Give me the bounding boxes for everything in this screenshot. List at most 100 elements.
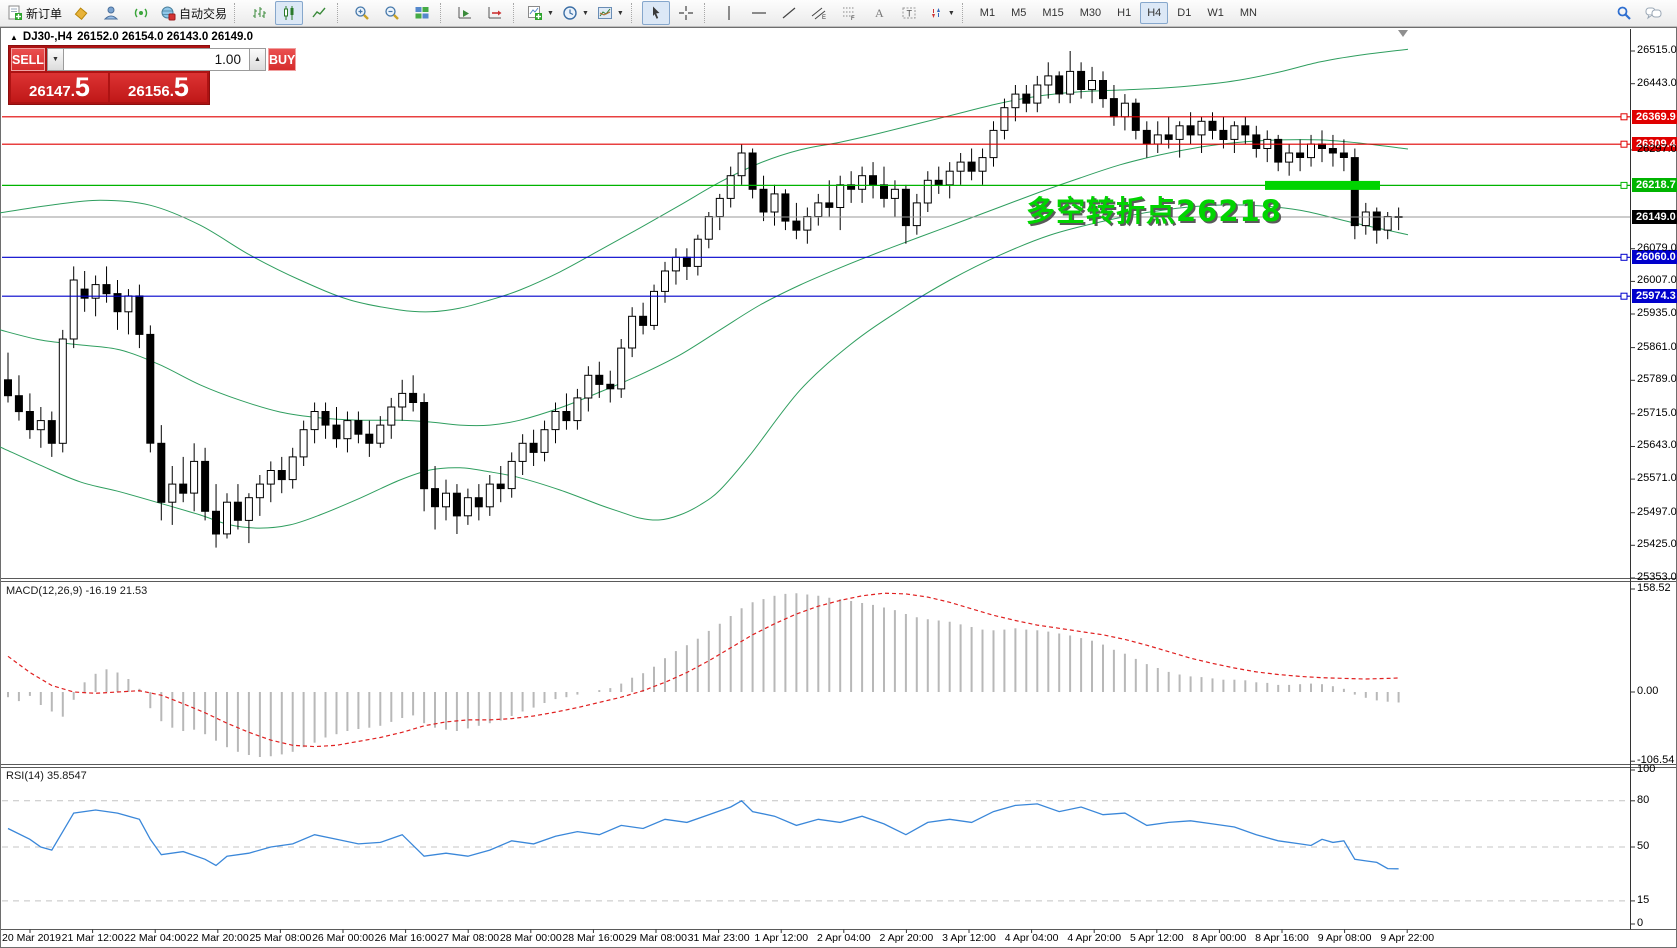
svg-text:F: F: [851, 16, 855, 21]
dropdown-caret-icon: ▼: [947, 9, 955, 17]
new-order-label: 新订单: [26, 6, 63, 21]
toolbar-separator: [630, 3, 637, 23]
volume-stepper: ▼ ▲: [46, 48, 266, 71]
tf-button-m1[interactable]: M1: [979, 7, 996, 19]
macd-pane: [7, 588, 1635, 762]
horizontal-line-button[interactable]: [745, 1, 773, 25]
add-indicator-icon: [528, 6, 543, 20]
auto-scroll-icon: [458, 7, 472, 19]
new-order-button[interactable]: 新订单: [4, 1, 65, 25]
tile-windows-button[interactable]: [408, 1, 436, 25]
line-chart-button[interactable]: [305, 1, 333, 25]
toolbar-separator: [513, 3, 519, 23]
metaeditor-button[interactable]: [67, 1, 95, 25]
trendline-button[interactable]: [775, 1, 803, 25]
candlestick-chart-button[interactable]: [275, 1, 304, 25]
vertical-line-button[interactable]: [715, 1, 743, 25]
volume-increase-button[interactable]: ▲: [248, 48, 266, 71]
macd-label: MACD(12,26,9) -16.19 21.53: [6, 585, 148, 597]
periods-button[interactable]: ▼: [559, 1, 592, 25]
symbol-period-label: DJ30-,H4: [22, 31, 73, 43]
profiles-button[interactable]: [97, 1, 125, 25]
volume-input[interactable]: [63, 48, 249, 71]
text-icon: A: [875, 6, 884, 20]
trendline-icon: [782, 7, 796, 19]
toolbar-separator: [961, 3, 968, 23]
highlight-trend-segment[interactable]: [1265, 180, 1380, 190]
new-order-icon: [8, 5, 22, 20]
signal-icon: [134, 8, 148, 18]
search-button[interactable]: [1610, 1, 1638, 25]
bar-chart-icon: [253, 7, 267, 18]
rsi-label: RSI(14) 35.8547: [6, 770, 87, 782]
text-label-button[interactable]: T: [895, 1, 923, 25]
bar-chart-button[interactable]: [245, 1, 273, 25]
arrows-icon: [931, 8, 940, 18]
arrows-button[interactable]: ▼: [925, 1, 958, 25]
timeframe-toolbar: M1 M5 M15 M30 H1 H4 D1 W1 MN: [972, 2, 1265, 24]
hline-anchor-26369.9: [1620, 113, 1628, 121]
bollinger-bands: [0, 48, 1409, 529]
tf-button-m30[interactable]: M30: [1079, 7, 1102, 19]
tf-button-m5[interactable]: M5: [1011, 7, 1027, 19]
rsi-line: [7, 799, 1399, 870]
equidistant-channel-button[interactable]: E: [805, 1, 833, 25]
vertical-line-icon: [728, 6, 730, 20]
chart-shift-icon: [488, 7, 502, 19]
hline-anchor-26309.4: [1620, 140, 1628, 148]
sell-button[interactable]: SELL: [11, 48, 45, 71]
crosshair-icon: [678, 6, 693, 20]
candlestick-icon: [284, 6, 294, 20]
gold-diamond-icon: [74, 7, 88, 21]
channel-icon: E: [811, 7, 826, 21]
one-click-toggle-icon[interactable]: ▲: [10, 32, 18, 42]
bollinger-middle-band: [0, 139, 1409, 427]
bollinger-upper-band: [0, 48, 1409, 313]
zoom-in-button[interactable]: [348, 1, 376, 25]
hline-anchor-26218.7: [1620, 181, 1628, 189]
volume-decrease-button[interactable]: ▼: [46, 48, 64, 71]
svg-text:E: E: [822, 15, 826, 21]
chart-shift-button[interactable]: [481, 1, 509, 25]
tf-button-mn[interactable]: MN: [1239, 7, 1257, 19]
auto-scroll-button[interactable]: [451, 1, 479, 25]
signals-button[interactable]: [127, 1, 155, 25]
templates-button[interactable]: ▼: [594, 1, 627, 25]
dropdown-caret-icon: ▼: [547, 9, 554, 17]
sell-price[interactable]: 26147. 5: [11, 73, 108, 102]
autotrading-button[interactable]: 自动交易: [157, 1, 230, 25]
buy-button[interactable]: BUY: [267, 48, 297, 71]
tf-button-m15[interactable]: M15: [1042, 7, 1064, 19]
line-chart-icon: [312, 7, 326, 18]
cursor-button[interactable]: [641, 1, 670, 25]
svg-text:A: A: [875, 6, 884, 20]
buy-price[interactable]: 26156. 5: [110, 73, 207, 102]
tf-button-d1[interactable]: D1: [1177, 7, 1192, 19]
clock-icon: [563, 6, 577, 20]
tf-button-h4[interactable]: H4: [1140, 2, 1169, 24]
toolbar-right-group: [1609, 1, 1669, 25]
community-chat-button[interactable]: [1640, 1, 1668, 25]
tile-windows-icon: [415, 7, 429, 19]
buy-price-dot: .: [169, 83, 174, 100]
autotrading-icon: [161, 6, 176, 21]
zoom-out-icon: [385, 6, 399, 20]
indicators-button[interactable]: ▼: [524, 1, 557, 25]
fibonacci-button[interactable]: F: [835, 1, 863, 25]
chat-bubbles-icon: [1645, 7, 1662, 20]
text-button[interactable]: A: [865, 1, 893, 25]
buy-price-frac: 5: [173, 72, 189, 102]
dropdown-caret-icon: ▼: [616, 9, 624, 17]
crosshair-button[interactable]: [672, 1, 700, 25]
horizontal-line-icon: [751, 12, 766, 14]
dropdown-caret-icon: ▼: [581, 9, 589, 17]
ohlc-values-label: 26152.0 26154.0 26143.0 26149.0: [77, 31, 254, 43]
sell-price-frac: 5: [74, 72, 90, 102]
zoom-in-icon: [355, 6, 369, 20]
zoom-out-button[interactable]: [378, 1, 406, 25]
tf-button-w1[interactable]: W1: [1207, 7, 1224, 19]
chart-annotation-text[interactable]: 多空转折点26218: [1026, 194, 1282, 228]
tf-button-h1[interactable]: H1: [1117, 7, 1132, 19]
